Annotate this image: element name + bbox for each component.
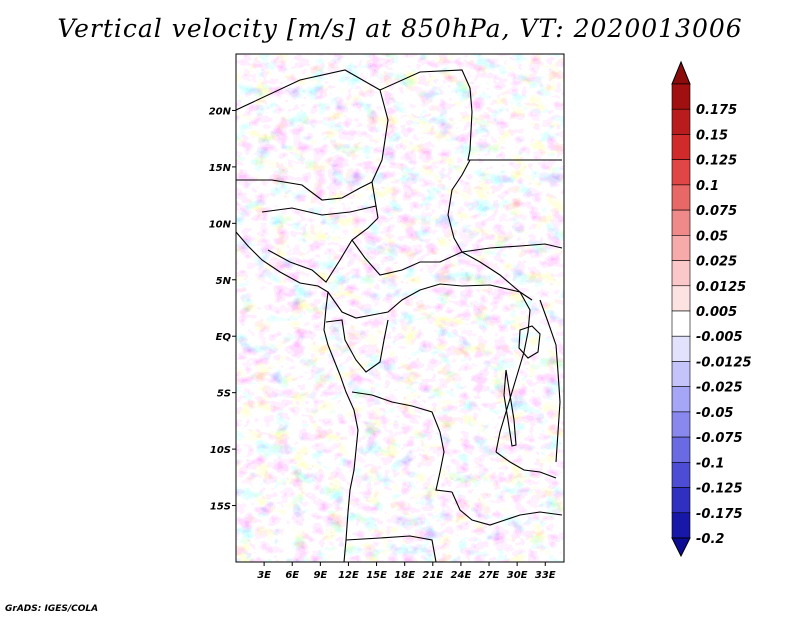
y-tick-label-6: 10S (210, 445, 231, 456)
x-tick-label-7: 24E (451, 570, 472, 581)
colorbar-swatch-3 (671, 159, 691, 186)
border-mali-niger (236, 179, 373, 201)
colorbar-label-2: 0.125 (696, 154, 737, 169)
map-title: Vertical velocity [m/s] at 850hPa, VT: 2… (57, 14, 743, 43)
colorbar-swatch-8 (671, 285, 691, 312)
x-tick-label-8: 27E (479, 570, 500, 581)
latitude-ticks: 20N 15N 10N 5N EQ 5S 10S 15S (209, 106, 236, 513)
x-tick-label-2: 9E (313, 570, 327, 581)
border-east-lakes (539, 299, 561, 463)
x-tick-label-10: 33E (535, 570, 556, 581)
colorbar-swatch-1 (671, 108, 691, 135)
x-tick-label-1: 6E (285, 570, 299, 581)
border-cameroon-congo (327, 283, 521, 319)
border-drc-angola (351, 391, 453, 493)
colorbar-swatch-12 (671, 386, 691, 413)
colorbar-swatch-2 (671, 134, 691, 160)
y-tick-label-2: 10N (209, 219, 232, 230)
country-borders (236, 69, 563, 562)
colorbar-label-13: -0.075 (696, 431, 743, 446)
colorbar-swatch-15 (671, 462, 691, 488)
border-niger-chad (371, 89, 389, 219)
x-tick-label-5: 18E (394, 570, 415, 581)
border-nigeria-cameroon (267, 217, 379, 283)
colorbar-swatch-6 (671, 235, 691, 261)
colorbar-swatch-13 (671, 411, 691, 438)
map-frame (235, 53, 565, 563)
colorbar-swatch-10 (671, 335, 691, 362)
colorbar-label-7: 0.0125 (696, 280, 746, 295)
lake-victoria (518, 325, 541, 359)
x-tick-label-0: 3E (257, 570, 271, 581)
colorbar-label-12: -0.05 (696, 406, 733, 421)
longitude-ticks: 3E 6E 9E 12E 15E 18E 21E 24E 27E 30E 33E (257, 562, 556, 581)
border-chad-sudan (447, 159, 471, 253)
colorbar-label-14: -0.1 (696, 456, 724, 471)
border-angola-zambia (451, 491, 563, 526)
y-tick-label-3: 5N (216, 276, 232, 287)
y-tick-label-5: 5S (217, 389, 231, 400)
x-tick-label-3: 12E (338, 570, 359, 581)
border-sudan-south (461, 243, 563, 253)
border-nigeria-north (261, 205, 377, 216)
colorbar-label-10: -0.0125 (696, 355, 752, 370)
colorbar-swatch-16 (671, 487, 691, 514)
border-namibia (345, 535, 437, 562)
colorbar-swatch-17 (671, 512, 691, 539)
colorbar-label-16: -0.175 (696, 507, 743, 522)
x-tick-label-9: 30E (507, 570, 528, 581)
colorbar-bottom-arrow (671, 537, 691, 558)
colorbar-swatch-7 (671, 260, 691, 287)
border-zambia-drc (495, 451, 557, 479)
colorbar-swatch-0 (671, 83, 691, 110)
grads-credit: GrADS: IGES/COLA (5, 604, 99, 614)
border-car (351, 239, 533, 301)
y-tick-label-4: EQ (216, 332, 232, 343)
colorbar-label-3: 0.1 (696, 179, 719, 194)
colorbar-label-17: -0.2 (696, 532, 724, 547)
border-gabon-congo (325, 319, 389, 373)
coastline-west-africa (236, 231, 359, 562)
colorbar-top-arrow (671, 60, 691, 85)
colorbar-swatch-9 (671, 310, 691, 337)
x-tick-label-6: 21E (422, 570, 443, 581)
velocity-field (236, 54, 564, 562)
colorbar-label-15: -0.125 (696, 482, 743, 497)
y-tick-label-0: 20N (209, 106, 232, 117)
colorbar-label-8: 0.005 (696, 305, 737, 320)
colorbar-label-11: -0.025 (696, 381, 743, 396)
lake-tanganyika (503, 369, 517, 447)
colorbar-label-4: 0.075 (696, 204, 737, 219)
colorbar-label-5: 0.05 (696, 229, 728, 244)
colorbar-swatch-14 (671, 436, 691, 463)
colorbar-swatch-4 (671, 184, 691, 211)
border-drc-east (495, 291, 531, 453)
colorbar-label-9: -0.005 (696, 330, 743, 345)
colorbar: 0.175 0.15 0.125 0.1 0.075 0.05 0.025 0.0125 0.0… (671, 60, 752, 558)
x-tick-label-4: 15E (366, 570, 387, 581)
colorbar-label-0: 0.175 (696, 103, 737, 118)
colorbar-swatch-11 (671, 361, 691, 387)
colorbar-label-1: 0.15 (696, 128, 728, 143)
border-libya-egypt (467, 87, 562, 161)
y-tick-label-1: 15N (209, 163, 232, 174)
colorbar-label-6: 0.025 (696, 255, 737, 270)
colorbar-swatch-5 (671, 209, 691, 236)
y-tick-label-7: 15S (210, 502, 231, 513)
